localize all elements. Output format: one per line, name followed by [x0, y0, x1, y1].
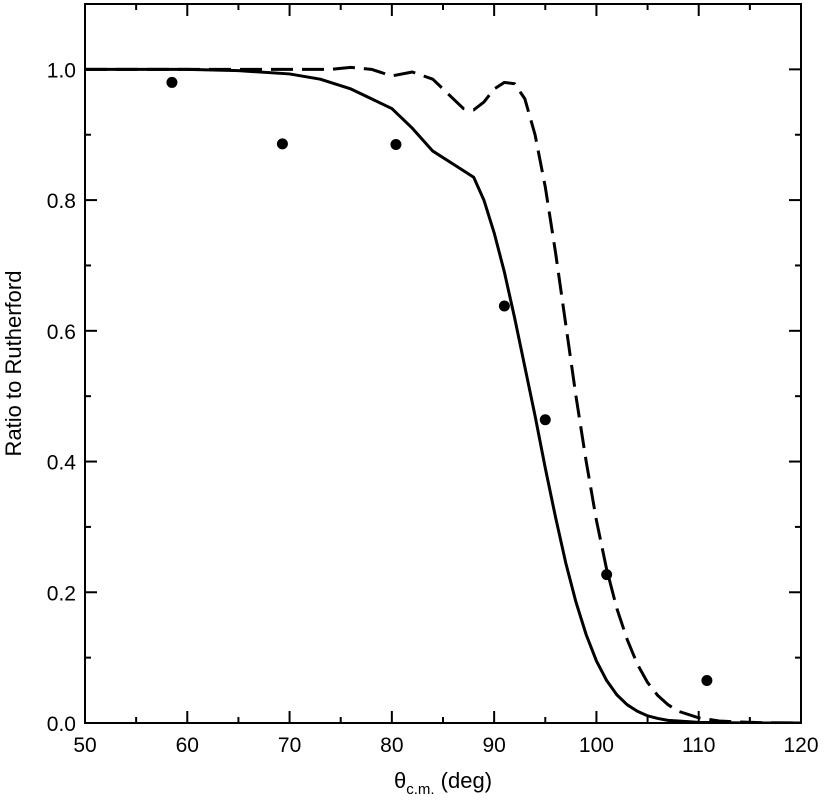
- x-axis-title-suffix: (deg): [435, 768, 492, 793]
- data-point: [701, 675, 713, 687]
- x-tick-label: 100: [579, 734, 614, 757]
- data-point: [498, 300, 510, 312]
- plot-area: [85, 65, 801, 723]
- y-axis-title: Ratio to Rutherford: [1, 271, 26, 457]
- y-tick-label: 0.4: [47, 452, 77, 475]
- data-point: [539, 414, 551, 426]
- axis-ticks: [84, 4, 802, 724]
- y-tick-label: 0.6: [47, 321, 76, 344]
- x-tick-label: 110: [682, 734, 715, 757]
- plot-frame: [84, 3, 802, 724]
- data-point: [276, 138, 288, 150]
- x-axis-title-subscript: c.m.: [406, 781, 434, 798]
- x-tick-label: 70: [278, 734, 301, 757]
- x-tick-label: 90: [482, 734, 505, 757]
- x-tick-label: 120: [783, 734, 818, 757]
- y-tick-label: 0.2: [47, 582, 76, 605]
- data-point: [390, 139, 402, 151]
- x-tick-label: 60: [176, 734, 199, 757]
- y-tick-label: 1.0: [47, 59, 76, 82]
- y-tick-label: 0.0: [47, 713, 76, 736]
- data-point: [166, 76, 178, 88]
- x-tick-label: 80: [380, 734, 403, 757]
- data-point: [601, 569, 613, 581]
- tick-labels: 50 60 70 80 90 100 110 120 0.0 0.2 0.4 0.6 0.8 1.0: [47, 59, 819, 757]
- x-axis-title-symbol: θ: [394, 768, 406, 793]
- dashed-curve: [85, 65, 801, 723]
- y-tick-label: 0.8: [47, 190, 76, 213]
- solid-curve: [85, 67, 801, 723]
- x-axis-title: θc.m. (deg): [394, 768, 492, 798]
- x-tick-label: 50: [73, 734, 96, 757]
